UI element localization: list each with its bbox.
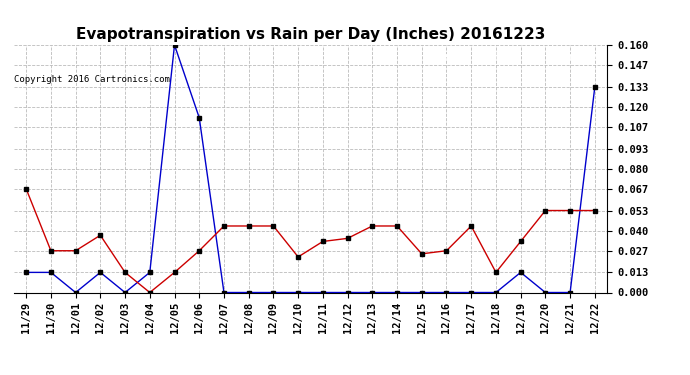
Text: Copyright 2016 Cartronics.com: Copyright 2016 Cartronics.com [14, 75, 170, 84]
Text: Rain  (Inches): Rain (Inches) [437, 52, 519, 62]
Text: ET  (Inches): ET (Inches) [534, 52, 604, 62]
Title: Evapotranspiration vs Rain per Day (Inches) 20161223: Evapotranspiration vs Rain per Day (Inch… [76, 27, 545, 42]
